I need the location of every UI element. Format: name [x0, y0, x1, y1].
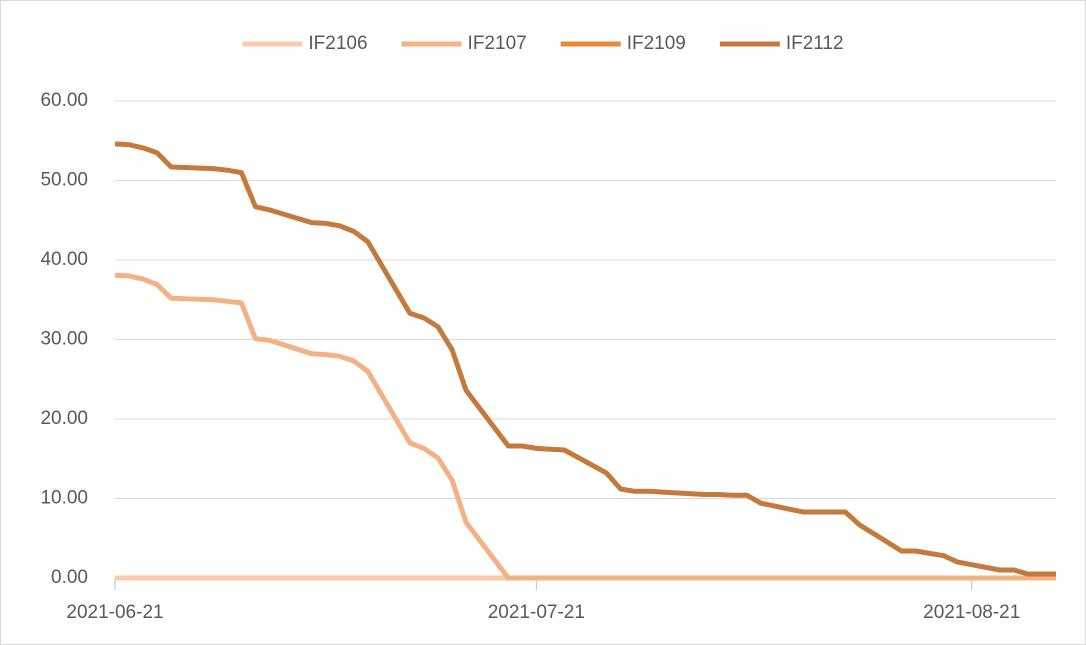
x-tick-label: 2021-07-21: [488, 602, 585, 623]
y-tick-label: 10.00: [40, 488, 88, 509]
x-tick-label: 2021-06-21: [66, 602, 163, 623]
legend-label: IF2112: [786, 33, 844, 54]
y-tick-label: 30.00: [40, 329, 88, 350]
series-line: [114, 141, 1056, 577]
y-tick-label: 50.00: [40, 170, 88, 191]
y-tick-label: 40.00: [40, 249, 88, 270]
legend-label: IF2109: [627, 33, 686, 54]
legend-label: IF2106: [308, 33, 367, 54]
y-tick-label: 60.00: [40, 90, 88, 111]
y-tick-label: 0.00: [51, 567, 88, 588]
y-tick-label: 20.00: [40, 408, 88, 429]
x-tick-label: 2021-08-21: [923, 602, 1020, 623]
series-line: [114, 272, 1056, 581]
legend-label: IF2107: [468, 33, 527, 54]
